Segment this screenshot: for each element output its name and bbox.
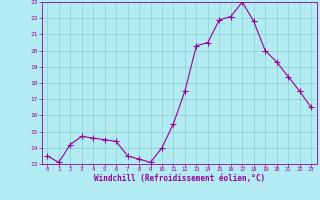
X-axis label: Windchill (Refroidissement éolien,°C): Windchill (Refroidissement éolien,°C) bbox=[94, 174, 265, 183]
